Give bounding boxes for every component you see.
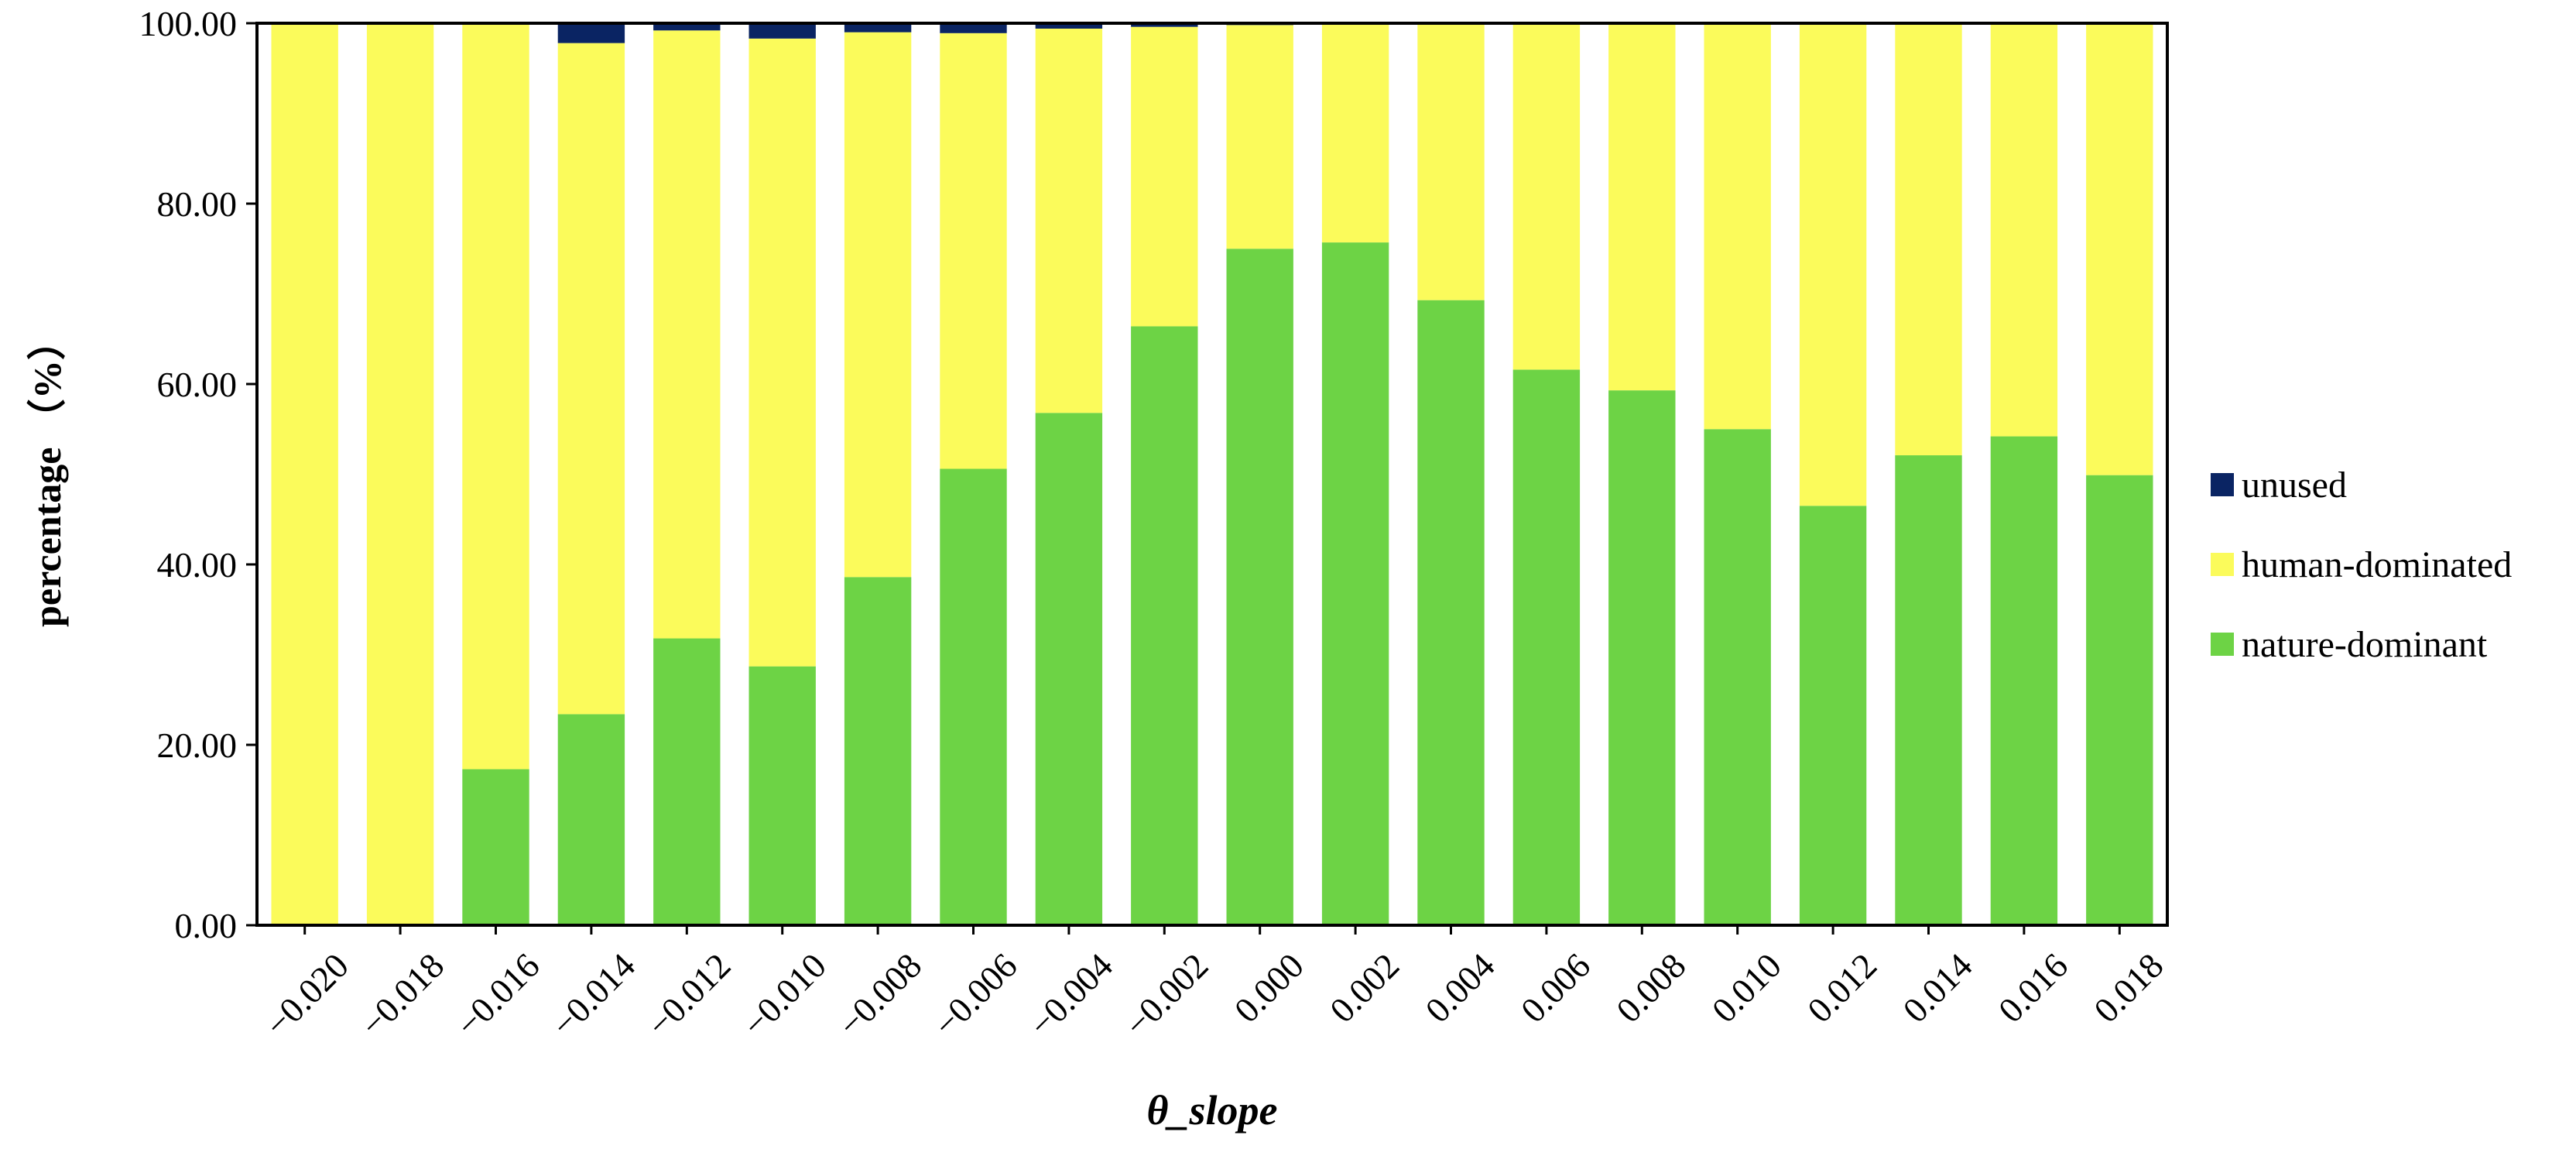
bar-unused-4 xyxy=(653,23,721,31)
bar-human-dominated-16 xyxy=(1799,24,1867,506)
bar-nature-dominant-18 xyxy=(1990,436,2058,925)
bar-human-dominated-0 xyxy=(271,23,338,925)
x-tick-label: −0.018 xyxy=(353,945,452,1044)
x-axis-label: θ_slope xyxy=(1146,1087,1277,1134)
bar-human-dominated-15 xyxy=(1704,24,1771,430)
x-tick-label: 0.016 xyxy=(1991,945,2075,1030)
x-tick-label: 0.014 xyxy=(1896,945,1980,1030)
x-axis-ticks: −0.020−0.018−0.016−0.014−0.012−0.010−0.0… xyxy=(257,925,2171,1044)
x-tick-label: −0.010 xyxy=(735,945,834,1044)
legend-label-human-dominated: human-dominated xyxy=(2242,544,2512,585)
bar-nature-dominant-16 xyxy=(1799,506,1867,925)
x-tick-label: 0.006 xyxy=(1513,945,1598,1030)
y-tick-label: 80.00 xyxy=(157,184,238,224)
x-tick-label: 0.018 xyxy=(2086,945,2170,1030)
bar-human-dominated-10 xyxy=(1226,25,1293,249)
bar-human-dominated-2 xyxy=(462,23,529,770)
legend: unused human-dominated nature-dominant xyxy=(2211,465,2512,665)
x-tick-label: −0.004 xyxy=(1022,945,1121,1044)
x-tick-label: −0.012 xyxy=(639,945,738,1044)
bar-human-dominated-9 xyxy=(1131,26,1198,327)
bar-human-dominated-3 xyxy=(557,43,625,715)
legend-label-nature-dominant: nature-dominant xyxy=(2242,624,2488,665)
bar-nature-dominant-15 xyxy=(1704,429,1771,925)
x-tick-label: −0.016 xyxy=(448,945,547,1044)
bar-human-dominated-13 xyxy=(1512,24,1581,370)
bar-human-dominated-6 xyxy=(844,32,912,578)
y-tick-label: 0.00 xyxy=(175,906,238,945)
bar-human-dominated-5 xyxy=(748,38,816,667)
y-axis-ticks: 0.00 20.00 40.00 60.00 80.00 100.00 xyxy=(139,4,257,945)
bar-nature-dominant-11 xyxy=(1321,242,1389,926)
x-tick-label: −0.014 xyxy=(544,945,643,1044)
bar-nature-dominant-6 xyxy=(844,577,912,925)
bar-unused-3 xyxy=(557,23,625,43)
bar-unused-8 xyxy=(1035,23,1103,29)
y-axis-label: percentage （%） xyxy=(26,321,69,627)
x-tick-label: −0.002 xyxy=(1117,945,1216,1044)
bar-human-dominated-8 xyxy=(1035,28,1103,413)
y-tick-label: 20.00 xyxy=(157,725,238,765)
bar-nature-dominant-7 xyxy=(940,468,1007,925)
x-tick-label: −0.020 xyxy=(257,945,356,1044)
bar-nature-dominant-9 xyxy=(1131,326,1198,925)
bar-unused-5 xyxy=(748,23,816,39)
bar-human-dominated-7 xyxy=(940,33,1007,469)
bar-unused-7 xyxy=(940,23,1007,33)
legend-swatch-nature-dominant xyxy=(2211,633,2234,656)
y-tick-label: 60.00 xyxy=(157,365,238,404)
bar-human-dominated-17 xyxy=(1895,24,1962,456)
x-tick-label: −0.008 xyxy=(831,945,930,1044)
bars-group xyxy=(271,23,2153,926)
x-tick-label: −0.006 xyxy=(926,945,1025,1044)
x-tick-label: 0.004 xyxy=(1418,945,1502,1030)
bar-human-dominated-18 xyxy=(1990,24,2058,437)
bar-nature-dominant-4 xyxy=(653,638,721,925)
bar-human-dominated-1 xyxy=(366,23,434,925)
bar-nature-dominant-19 xyxy=(2086,475,2153,925)
x-tick-label: 0.000 xyxy=(1227,945,1311,1030)
y-tick-label: 40.00 xyxy=(157,545,238,585)
bar-unused-9 xyxy=(1131,23,1198,27)
legend-swatch-unused xyxy=(2211,473,2234,496)
bar-nature-dominant-3 xyxy=(557,714,625,925)
bar-nature-dominant-5 xyxy=(748,666,816,925)
bar-nature-dominant-2 xyxy=(462,769,529,925)
bar-human-dominated-19 xyxy=(2086,24,2153,475)
bar-nature-dominant-17 xyxy=(1895,455,1962,925)
bar-nature-dominant-14 xyxy=(1608,390,1676,925)
plot-frame xyxy=(255,22,2169,927)
x-tick-label: 0.010 xyxy=(1704,945,1789,1030)
x-tick-label: 0.002 xyxy=(1322,945,1406,1030)
bar-human-dominated-14 xyxy=(1608,24,1676,391)
bar-unused-6 xyxy=(844,23,912,33)
bar-nature-dominant-12 xyxy=(1417,300,1485,925)
bar-human-dominated-11 xyxy=(1321,24,1389,243)
y-tick-label: 100.00 xyxy=(139,4,238,43)
bar-human-dominated-4 xyxy=(653,30,721,639)
x-tick-label: 0.008 xyxy=(1608,945,1693,1030)
bar-nature-dominant-13 xyxy=(1512,369,1581,925)
bar-human-dominated-12 xyxy=(1417,24,1485,300)
legend-label-unused: unused xyxy=(2242,465,2347,506)
bar-nature-dominant-10 xyxy=(1226,249,1293,925)
legend-swatch-human-dominated xyxy=(2211,553,2234,576)
bar-nature-dominant-8 xyxy=(1035,413,1103,925)
x-tick-label: 0.012 xyxy=(1800,945,1884,1030)
